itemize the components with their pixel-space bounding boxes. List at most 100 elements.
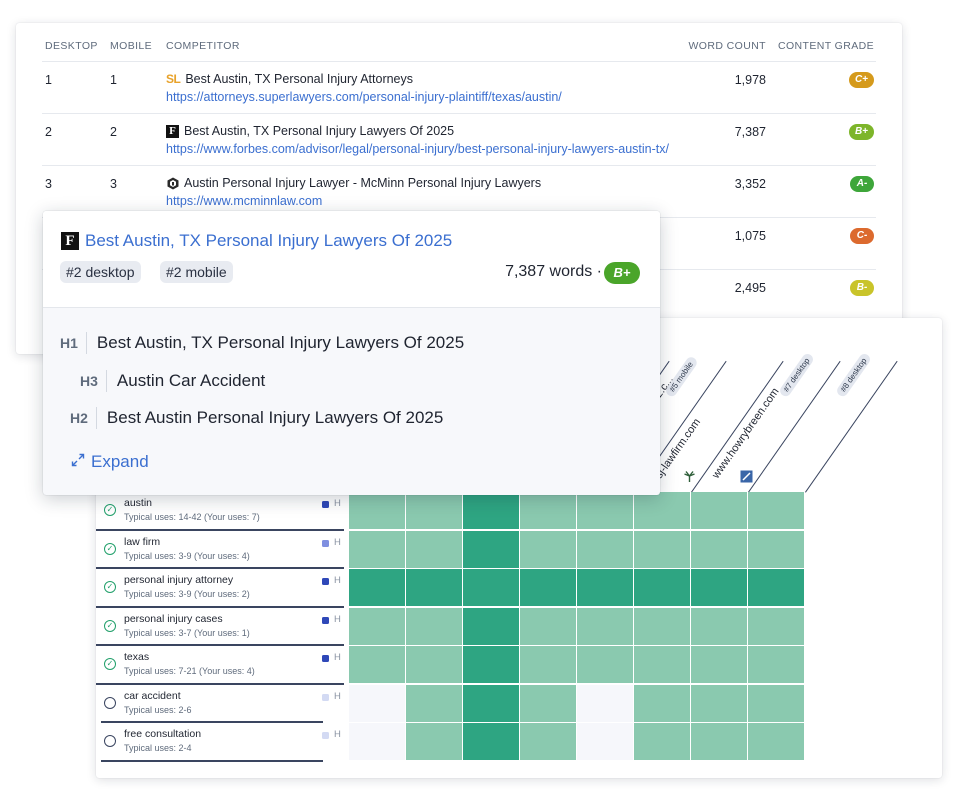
- expand-button[interactable]: Expand: [70, 452, 149, 472]
- heatmap-cell[interactable]: [463, 492, 519, 529]
- heatmap-cell[interactable]: [463, 530, 519, 568]
- competitor-title[interactable]: Austin Personal Injury Lawyer - McMinn P…: [166, 176, 541, 190]
- keyword-row[interactable]: ✓ personal injury cases Typical uses: 3-7 …: [96, 608, 344, 646]
- header-competitor[interactable]: COMPETITOR: [166, 40, 240, 52]
- heatmap-cell[interactable]: [691, 646, 747, 683]
- competitor-title[interactable]: SL Best Austin, TX Personal Injury Attor…: [166, 72, 413, 86]
- heatmap-cell[interactable]: [349, 607, 405, 645]
- heatmap-cell[interactable]: [634, 646, 690, 683]
- row-divider: [42, 165, 876, 166]
- heading-indicator: H: [334, 690, 341, 702]
- heatmap-cell[interactable]: [748, 684, 804, 722]
- expand-arrows-icon: [70, 452, 86, 472]
- heatmap-cell[interactable]: [520, 646, 576, 683]
- heatmap-cell[interactable]: [577, 646, 633, 683]
- heatmap-cell[interactable]: [406, 723, 462, 760]
- heatmap-cell[interactable]: [406, 607, 462, 645]
- heatmap-cell[interactable]: [406, 492, 462, 529]
- heatmap-cell[interactable]: [634, 684, 690, 722]
- word-count: 3,352: [734, 177, 766, 191]
- heatmap-cell[interactable]: [748, 723, 804, 760]
- heatmap-cell[interactable]: [406, 646, 462, 683]
- heatmap-cell[interactable]: [634, 723, 690, 760]
- mobile-rank: 2: [110, 125, 117, 139]
- heatmap-cell[interactable]: [349, 569, 405, 606]
- heatmap-cell[interactable]: [520, 530, 576, 568]
- heatmap-cell[interactable]: [748, 492, 804, 529]
- keyword-row[interactable]: free consultation Typical uses: 2-4 H: [96, 723, 344, 762]
- heatmap-cell[interactable]: [520, 684, 576, 722]
- keyword-name: free consultation: [124, 728, 202, 740]
- palm-tree-icon: [683, 470, 696, 483]
- heatmap-cell[interactable]: [463, 723, 519, 760]
- heatmap-cell[interactable]: [520, 607, 576, 645]
- heatmap-cell[interactable]: [406, 684, 462, 722]
- heatmap-cell[interactable]: [691, 530, 747, 568]
- heatmap-cell[interactable]: [520, 569, 576, 606]
- heatmap-cell[interactable]: [691, 723, 747, 760]
- heatmap-cell[interactable]: [634, 492, 690, 529]
- heatmap-cell[interactable]: [691, 607, 747, 645]
- competitor-title[interactable]: F Best Austin, TX Personal Injury Lawyer…: [166, 124, 454, 138]
- heatmap-cell[interactable]: [577, 607, 633, 645]
- rank-pill: #8 desktop: [835, 351, 873, 399]
- heading-usage-marker: [322, 732, 329, 739]
- heatmap-cell[interactable]: [349, 684, 405, 722]
- heatmap-cell[interactable]: [691, 684, 747, 722]
- word-count: 1,075: [734, 229, 766, 243]
- heatmap-cell[interactable]: [463, 684, 519, 722]
- heatmap-cell[interactable]: [406, 530, 462, 568]
- forbes-icon: F: [166, 124, 179, 138]
- heatmap-cell[interactable]: [748, 646, 804, 683]
- competitor-url[interactable]: https://attorneys.superlawyers.com/perso…: [166, 90, 562, 104]
- header-mobile[interactable]: MOBILE: [110, 40, 153, 52]
- table-row[interactable]: 2,495 B-: [16, 271, 902, 322]
- competitor-outline-popup: F Best Austin, TX Personal Injury Lawyer…: [43, 211, 660, 495]
- heatmap-cell[interactable]: [577, 492, 633, 529]
- heatmap-cell[interactable]: [520, 723, 576, 760]
- heatmap-cell[interactable]: [349, 530, 405, 568]
- heatmap-cell[interactable]: [748, 530, 804, 568]
- heatmap-cell[interactable]: [349, 723, 405, 760]
- header-word-count[interactable]: WORD COUNT: [688, 40, 766, 52]
- rank-pill: #7 desktop: [778, 351, 816, 399]
- heatmap-cell[interactable]: [520, 492, 576, 529]
- keyword-row[interactable]: ✓ personal injury attorney Typical uses: 3…: [96, 569, 344, 608]
- competitor-url[interactable]: https://www.mcminnlaw.com: [166, 194, 323, 208]
- heatmap-cell[interactable]: [577, 569, 633, 606]
- heatmap-cell[interactable]: [634, 569, 690, 606]
- heatmap-cell[interactable]: [577, 723, 633, 760]
- word-count: 1,978: [734, 73, 766, 87]
- popup-title-link[interactable]: F Best Austin, TX Personal Injury Lawyer…: [61, 231, 452, 251]
- keyword-row[interactable]: ✓ law firm Typical uses: 3-9 (Your uses: 4…: [96, 531, 344, 569]
- keyword-name: austin: [124, 497, 153, 509]
- competitor-column-label[interactable]: www.howrybreen.com: [710, 385, 782, 481]
- heading-text: Best Austin Personal Injury Lawyers Of 2…: [106, 408, 444, 427]
- heatmap-cell[interactable]: [463, 646, 519, 683]
- mcminn-hexagon-icon: [166, 176, 179, 190]
- table-row[interactable]: 1 1 SL Best Austin, TX Personal Injury A…: [16, 63, 902, 114]
- keyword-row[interactable]: ✓ texas Typical uses: 7-21 (Your uses: 4) H: [96, 646, 344, 685]
- heatmap-cell[interactable]: [634, 530, 690, 568]
- heatmap-cell[interactable]: [406, 569, 462, 606]
- keyword-row[interactable]: ✓ austin Typical uses: 14-42 (Your uses: 7…: [96, 492, 344, 531]
- heatmap-cell[interactable]: [748, 569, 804, 606]
- heatmap-cell[interactable]: [577, 684, 633, 722]
- heatmap-cell[interactable]: [349, 646, 405, 683]
- header-content-grade[interactable]: CONTENT GRADE: [777, 40, 874, 52]
- heatmap-cell[interactable]: [349, 492, 405, 529]
- check-circle-icon: ✓: [104, 581, 116, 593]
- heatmap-cell[interactable]: [463, 607, 519, 645]
- heatmap-cell[interactable]: [634, 607, 690, 645]
- heatmap-cell[interactable]: [748, 607, 804, 645]
- heatmap-cell[interactable]: [577, 530, 633, 568]
- heatmap-cell[interactable]: [463, 569, 519, 606]
- header-desktop[interactable]: DESKTOP: [45, 40, 98, 52]
- keyword-list: ✓ austin Typical uses: 14-42 (Your uses: 7…: [96, 492, 348, 762]
- heatmap-cell[interactable]: [691, 492, 747, 529]
- keyword-row[interactable]: car accident Typical uses: 2-6 H: [96, 685, 344, 724]
- competitor-url[interactable]: https://www.forbes.com/advisor/legal/per…: [166, 142, 669, 156]
- popup-title-text: Best Austin, TX Personal Injury Lawyers …: [85, 231, 453, 250]
- heatmap-cell[interactable]: [691, 569, 747, 606]
- table-row[interactable]: 2 2 F Best Austin, TX Personal Injury La…: [16, 115, 902, 166]
